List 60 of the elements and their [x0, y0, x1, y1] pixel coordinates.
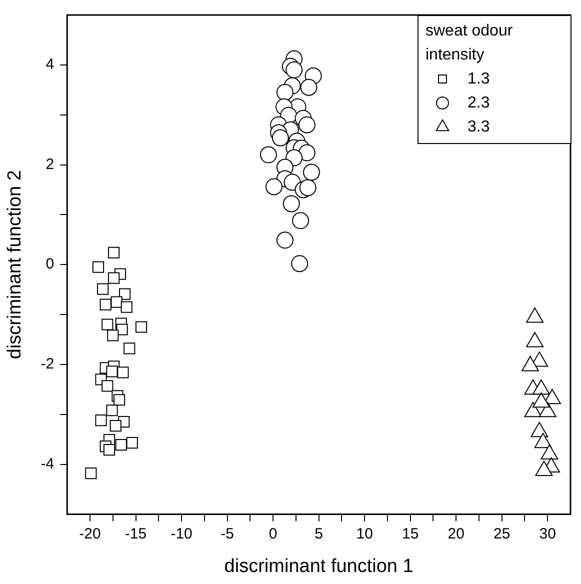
point: [117, 366, 129, 378]
point: [260, 146, 277, 164]
point: [107, 330, 119, 342]
y-axis-title: discriminant function 2: [4, 170, 26, 360]
x-tick-label: 25: [494, 525, 510, 542]
point: [276, 84, 294, 101]
x-tick-label: -20: [79, 525, 101, 542]
point: [298, 144, 316, 162]
point: [116, 324, 128, 336]
point: [106, 366, 118, 378]
point: [302, 164, 320, 181]
y-tick-label: -4: [40, 455, 54, 472]
x-tick-label: 30: [539, 525, 556, 542]
point: [292, 212, 310, 230]
point: [95, 414, 107, 426]
legend-label: 3.3: [468, 118, 490, 136]
point: [103, 444, 116, 456]
y-tick-label: -2: [40, 356, 54, 373]
point: [97, 283, 109, 295]
point: [102, 380, 114, 392]
point: [265, 178, 282, 196]
point: [124, 342, 136, 354]
point: [272, 129, 289, 146]
point: [92, 261, 104, 273]
point: [276, 232, 294, 249]
point: [108, 272, 120, 284]
point: [100, 298, 112, 310]
point: [108, 246, 120, 258]
x-tick-label: 15: [402, 525, 419, 542]
legend-title: sweat odour intensity: [426, 22, 514, 64]
point: [102, 318, 114, 330]
point: [110, 420, 122, 432]
point: [106, 404, 118, 416]
x-tick-label: 10: [356, 525, 373, 542]
point: [299, 179, 316, 196]
point: [135, 321, 148, 333]
point: [286, 61, 303, 78]
legend-label: 2.3: [468, 94, 490, 112]
x-tick-label: -10: [170, 525, 192, 542]
y-tick-label: 2: [46, 156, 54, 173]
x-tick-label: 20: [448, 525, 464, 542]
point: [85, 467, 97, 480]
y-tick-label: 0: [46, 256, 54, 273]
point: [298, 116, 316, 134]
point: [115, 439, 127, 451]
point: [300, 78, 318, 96]
x-axis-title: discriminant function 1: [224, 556, 414, 577]
legend-label: 1.3: [468, 70, 490, 88]
point: [118, 288, 131, 300]
point: [120, 301, 132, 313]
point: [282, 195, 300, 212]
point: [110, 296, 122, 308]
point: [126, 437, 138, 449]
x-tick-label: 0: [268, 525, 278, 542]
y-tick-label: 4: [46, 56, 54, 74]
x-tick-label: -15: [124, 525, 147, 542]
point: [291, 255, 308, 272]
point: [114, 394, 126, 406]
x-tick-label: 5: [314, 525, 323, 542]
x-tick-label: -5: [220, 525, 234, 542]
